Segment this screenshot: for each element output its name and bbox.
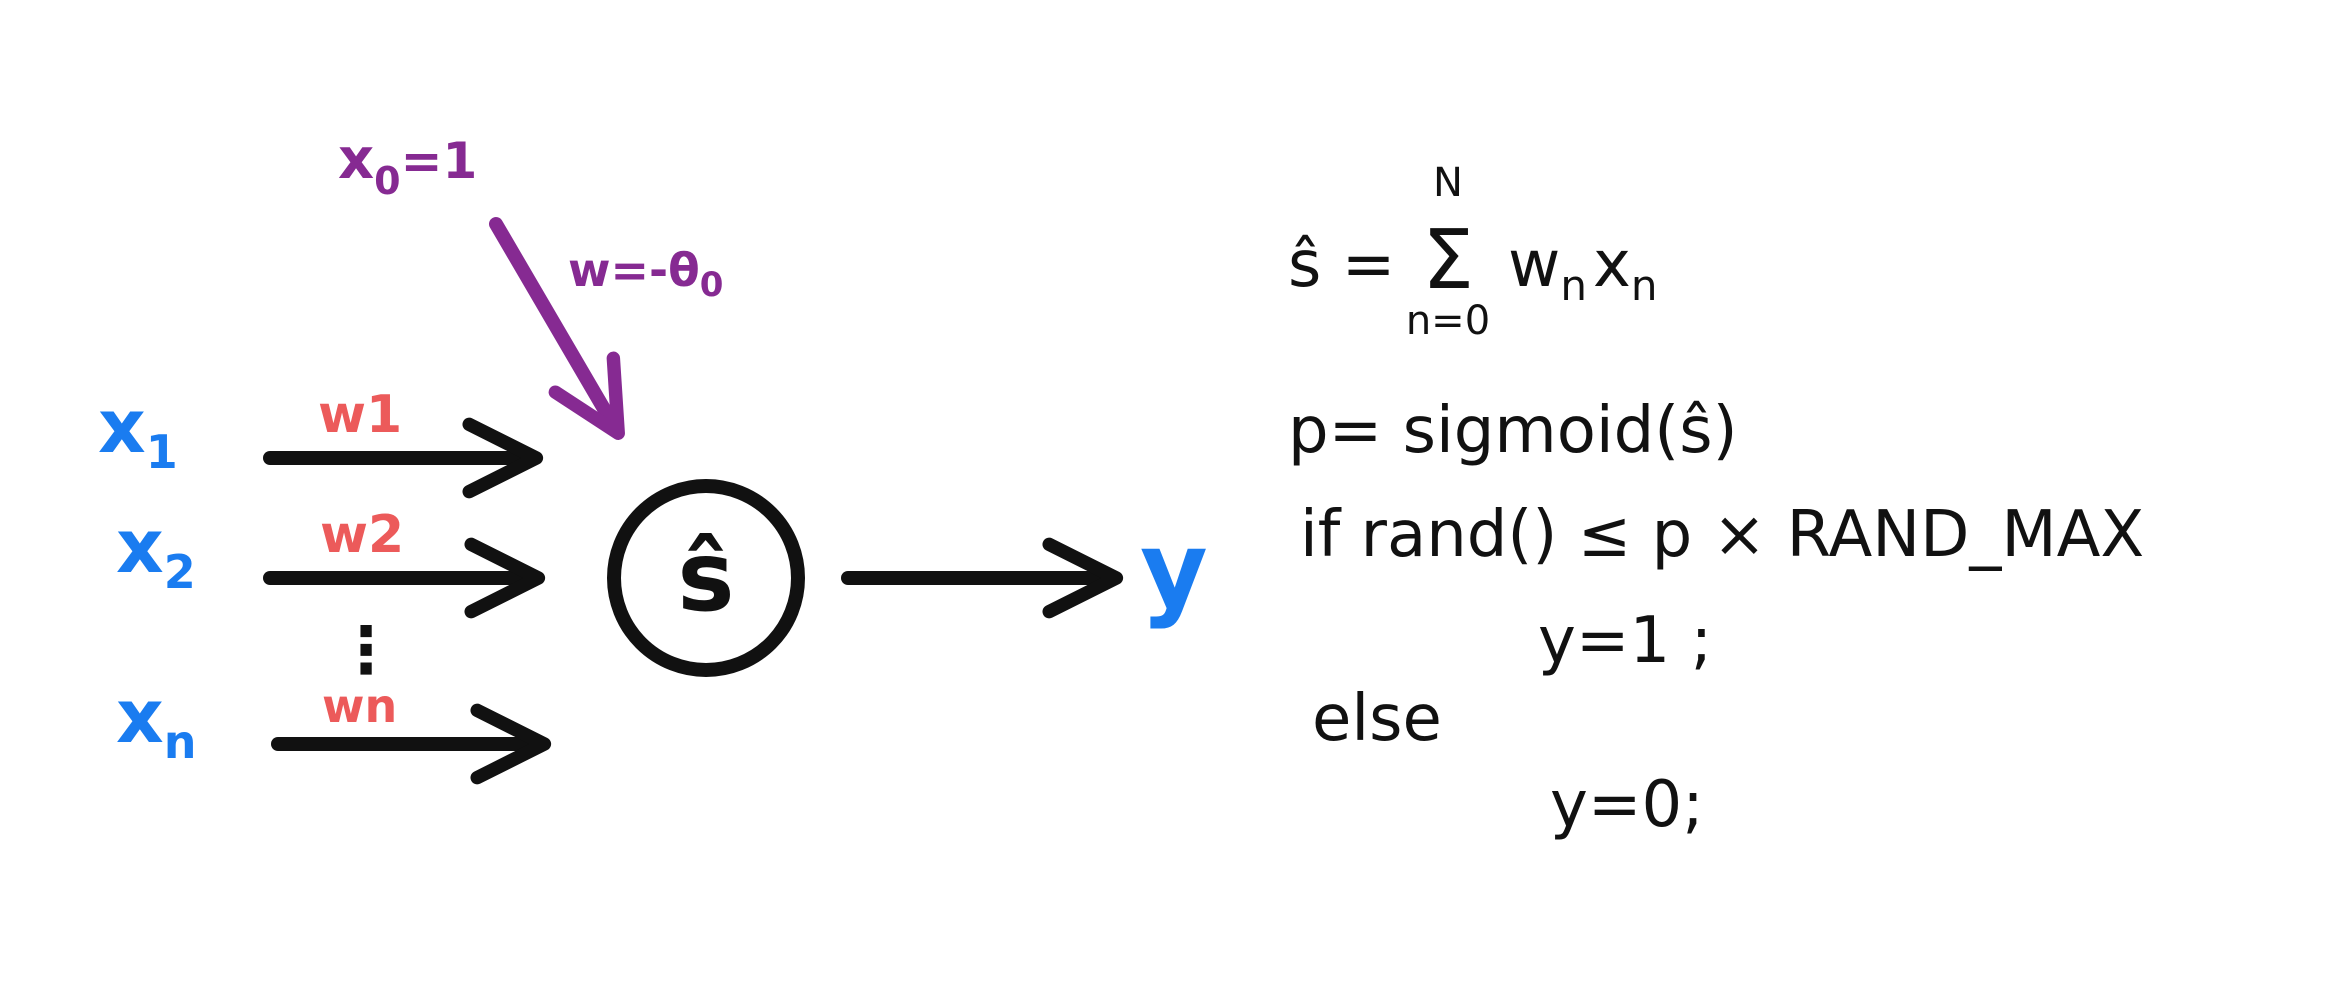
bias-weight-label: w=-θ0 bbox=[568, 243, 723, 305]
input-xn-label: xn bbox=[116, 674, 196, 769]
code-line-1-lhs: ŝ = bbox=[1288, 228, 1395, 302]
code-line-1-rhs: wnxn bbox=[1508, 228, 1657, 310]
code-line-2: p= sigmoid(ŝ) bbox=[1288, 394, 1738, 468]
code-line-3: if rand() ≤ p × RAND_MAX bbox=[1300, 498, 2144, 572]
bias-input-label: x0=1 bbox=[338, 127, 477, 203]
weight-w1-label: w1 bbox=[318, 385, 402, 445]
summation-node bbox=[607, 479, 805, 677]
code-line-4: y=1 ; bbox=[1538, 604, 1712, 678]
code-line-5: else bbox=[1312, 682, 1442, 756]
code-line-6: y=0; bbox=[1550, 768, 1704, 842]
weight-wn-label: wn bbox=[322, 679, 397, 733]
code-block: ŝ = N Σ n=0 wnxn p= sigmoid(ŝ) if rand()… bbox=[1288, 160, 2144, 842]
bias-arrow bbox=[489, 217, 625, 440]
code-line-1-sum-upper: N bbox=[1433, 160, 1463, 206]
code-line-1-sum-lower: n=0 bbox=[1406, 298, 1490, 344]
output-y-label: y bbox=[1140, 509, 1208, 631]
code-line-1-sum-symbol: Σ bbox=[1422, 213, 1474, 308]
input-x2-label: x2 bbox=[116, 504, 196, 599]
summation-node-symbol: ŝ bbox=[677, 521, 734, 633]
ellipsis-dots: ⋮ bbox=[334, 614, 398, 688]
weight-w2-label: w2 bbox=[320, 505, 404, 565]
input-x1-label: x1 bbox=[98, 384, 178, 479]
